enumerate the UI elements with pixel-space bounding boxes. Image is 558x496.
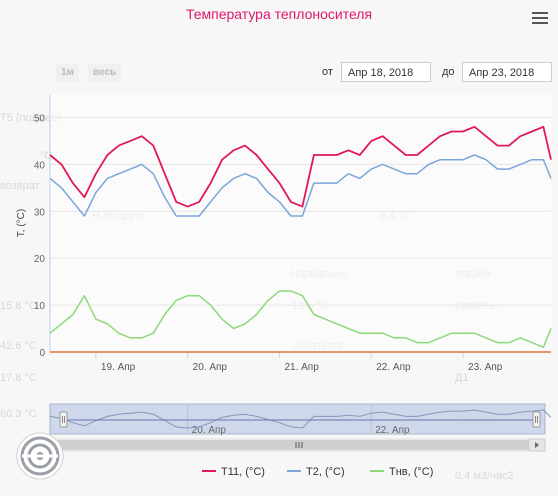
navigator-series-line <box>49 409 552 429</box>
plot-area <box>50 94 551 352</box>
background-text: 15.8 °С <box>0 300 37 312</box>
legend-item-t11[interactable]: T11, (°C) <box>202 466 265 478</box>
series-line-tnv <box>49 290 552 349</box>
scrollbar-thumb[interactable] <box>51 440 530 450</box>
y-tick-label: 40 <box>34 160 46 171</box>
chart-title: Температура теплоносителя <box>185 6 373 22</box>
x-tick-label: 20. Апр <box>193 362 228 373</box>
range-button-all[interactable]: весь <box>88 64 122 82</box>
background-text: °С <box>40 150 53 162</box>
legend-item-tnv[interactable]: Тнв, (°C) <box>370 466 433 478</box>
legend-swatch-t2 <box>287 470 301 473</box>
y-tick-label: 0 <box>39 348 45 359</box>
y-tick-label: 50 <box>34 113 46 124</box>
x-tick-label: 19. Апр <box>101 362 136 373</box>
y-tick-label: 30 <box>34 207 46 218</box>
navigator-handle-right[interactable] <box>532 411 541 428</box>
range-button-1m[interactable]: 1м <box>56 64 79 82</box>
chevron-right-icon <box>535 442 539 448</box>
x-tick-label: 23. Апр <box>468 362 503 373</box>
company-logo-icon <box>16 432 64 480</box>
background-text: 42.6 °С <box>0 340 37 352</box>
background-text: 17.8 °С <box>0 372 37 384</box>
legend-swatch-t11 <box>202 470 216 473</box>
legend-item-t2[interactable]: T2, (°C) <box>287 466 345 478</box>
series-line-t11 <box>49 125 552 208</box>
x-tick-label: 21. Апр <box>284 362 319 373</box>
date-from-label: от <box>322 66 333 78</box>
y-axis-title: T, (°C) <box>16 209 27 237</box>
legend-label-t11: T11, (°C) <box>221 466 265 478</box>
background-text: возврат <box>0 180 40 192</box>
navigator-tick-label: 20. Апр <box>192 425 227 436</box>
hamburger-menu-icon[interactable] <box>532 10 548 24</box>
background-text: Т5 (подмес) <box>0 112 61 124</box>
legend-swatch-tnv <box>370 470 384 473</box>
series-line-t2 <box>49 154 552 217</box>
legend-label-tnv: Тнв, (°C) <box>389 466 434 478</box>
navigator-tick-label: 22. Апр <box>375 425 410 436</box>
y-tick-label: 20 <box>34 254 46 265</box>
date-to-input[interactable]: Апр 23, 2018 <box>462 62 552 82</box>
date-to-label: до <box>442 66 455 78</box>
y-tick-label: 10 <box>34 301 46 312</box>
date-from-input[interactable]: Апр 18, 2018 <box>341 62 431 82</box>
background-text: 60.3 °С <box>0 408 37 420</box>
navigator-mask <box>49 403 546 435</box>
background-text: Д1 <box>455 372 469 384</box>
navigator-handle-left[interactable] <box>59 411 68 428</box>
legend-label-t2: T2, (°C) <box>306 466 345 478</box>
x-tick-label: 22. Апр <box>376 362 411 373</box>
background-text: 0.4 м3/час2 <box>455 470 514 482</box>
